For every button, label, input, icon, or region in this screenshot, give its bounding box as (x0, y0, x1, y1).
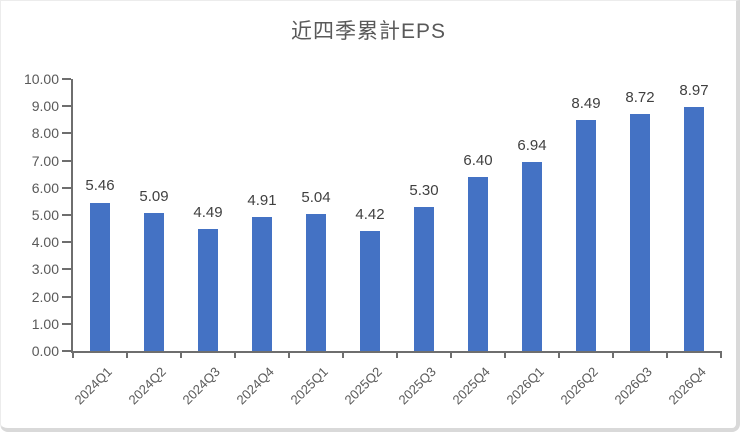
x-tick-icon (234, 351, 236, 358)
y-tick-icon (62, 350, 71, 352)
y-tick-label: 9.00 (31, 98, 59, 115)
x-tick-icon (72, 351, 74, 358)
bar-value-label: 8.49 (571, 95, 601, 113)
y-tick-label: 8.00 (31, 125, 59, 142)
y-tick-icon (62, 78, 71, 80)
y-tick-icon (62, 105, 71, 108)
bar (414, 206, 434, 351)
x-tick-icon (288, 351, 290, 358)
bar (468, 176, 488, 351)
bar (576, 120, 596, 351)
x-tick-label-text: 2026Q4 (665, 364, 709, 408)
bar (306, 213, 326, 351)
y-tick-label: 2.00 (31, 288, 59, 305)
bar-value-label: 5.09 (139, 187, 169, 205)
x-tick-icon (342, 351, 344, 358)
chart-title: 近四季累計EPS (290, 20, 447, 43)
x-tick-icon (180, 351, 182, 358)
bar (522, 162, 542, 351)
y-tick-icon (62, 214, 71, 216)
x-tick-icon (612, 351, 614, 358)
y-tick-icon (62, 322, 71, 325)
bar-value-label: 4.42 (355, 205, 385, 223)
x-tick-icon (720, 351, 722, 358)
y-tick-icon (62, 132, 71, 135)
y-tick-label: 7.00 (31, 152, 59, 169)
bar-value-label: 5.04 (301, 188, 331, 206)
y-tick-label: 0.00 (31, 343, 59, 359)
bar-value-label: 4.49 (193, 203, 223, 221)
bar-value-label: 6.40 (463, 151, 493, 169)
bar (630, 113, 650, 351)
y-tick-label: 5.00 (31, 207, 59, 223)
bar-value-label: 8.97 (679, 82, 709, 100)
x-tick-label: 2026Q4 (548, 363, 708, 407)
plot-area: 5.46 2024Q1 5.09 2024Q2 4.49 2024Q3 4.91 2024Q4… (62, 78, 722, 407)
x-tick-icon (504, 351, 506, 358)
x-tick-icon (450, 351, 452, 358)
y-tick-label: 4.00 (31, 234, 59, 251)
x-tick-icon (126, 351, 128, 358)
y-tick-icon (62, 159, 71, 162)
y-tick-icon (62, 241, 71, 244)
y-tick-icon (62, 186, 71, 189)
x-tick-icon (666, 351, 668, 358)
x-tick-icon (558, 351, 560, 358)
y-tick-icon (62, 268, 71, 271)
bar-value-label: 8.72 (625, 88, 655, 106)
bar (90, 202, 110, 351)
bar (684, 107, 704, 351)
y-axis: 0.00 1.00 2.00 3.00 4.00 5.00 6.00 7.00 8.00 9.00… (1, 71, 63, 359)
bar-value-label: 4.91 (247, 192, 277, 210)
bar-value-label: 5.30 (409, 181, 439, 199)
bar (252, 217, 272, 351)
y-tick-label: 3.00 (31, 261, 59, 278)
bar (144, 212, 164, 351)
y-tick-label: 1.00 (31, 315, 59, 332)
bar (198, 228, 218, 351)
y-tick-label: 6.00 (31, 179, 59, 196)
x-tick-icon (396, 351, 398, 358)
y-tick-icon (62, 295, 71, 298)
bar-value-label: 5.46 (85, 177, 115, 195)
bar (360, 230, 380, 351)
y-tick-label: 10.00 (23, 71, 59, 87)
bar-value-label: 6.94 (517, 137, 547, 155)
